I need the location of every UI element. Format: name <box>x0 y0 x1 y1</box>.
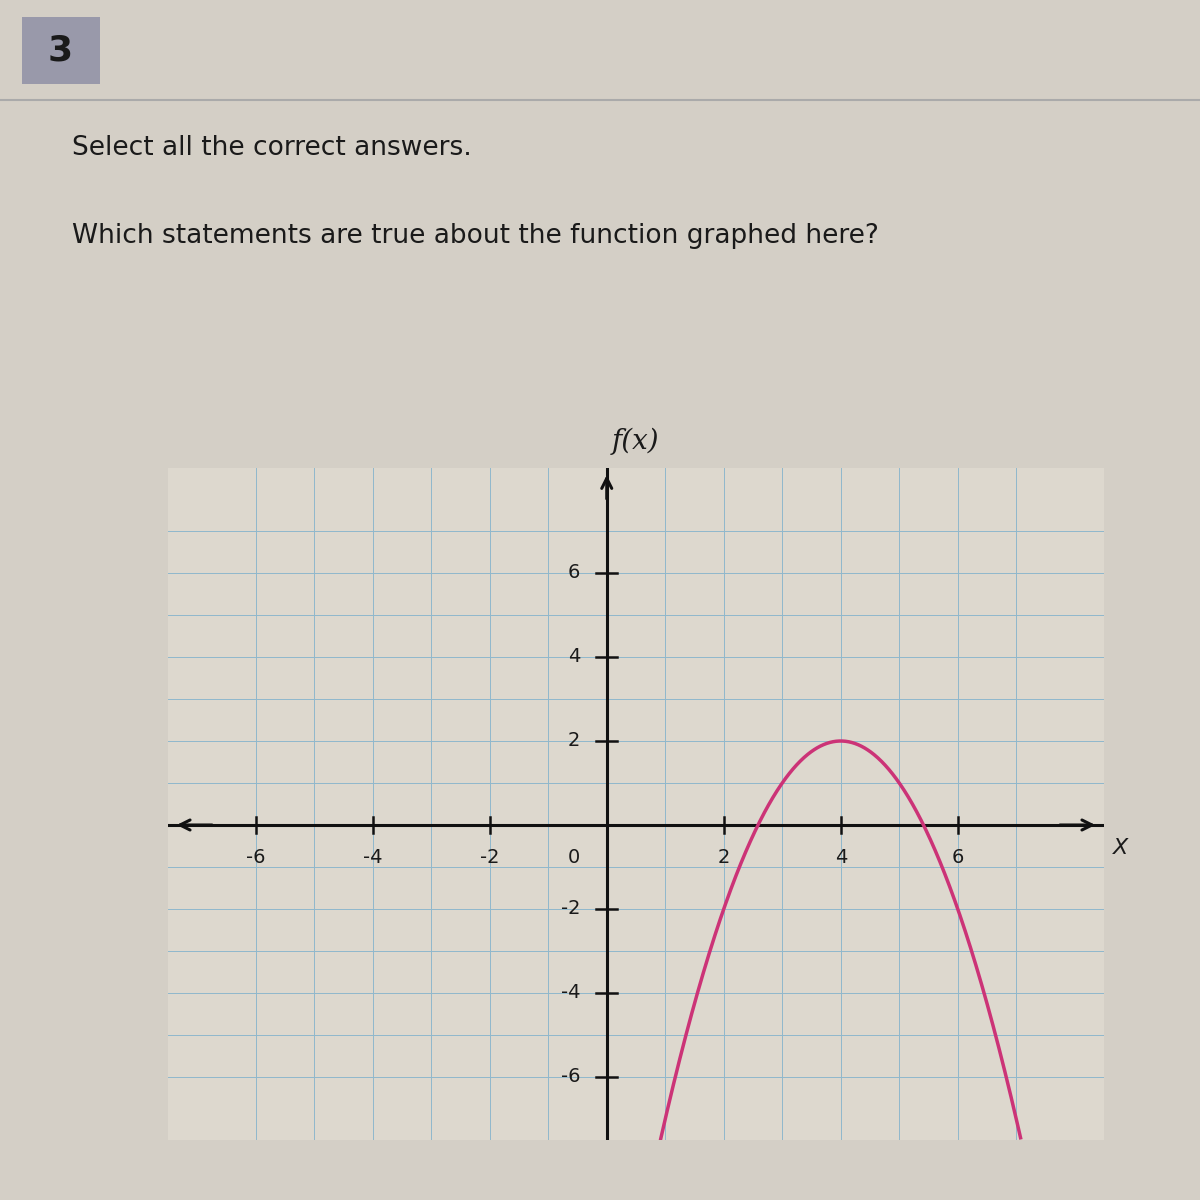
FancyBboxPatch shape <box>22 17 100 84</box>
Text: Select all the correct answers.: Select all the correct answers. <box>72 134 472 161</box>
Text: 3: 3 <box>48 34 73 67</box>
Text: -6: -6 <box>246 848 265 868</box>
Text: Which statements are true about the function graphed here?: Which statements are true about the func… <box>72 223 878 248</box>
Text: 0: 0 <box>568 848 581 868</box>
Text: 6: 6 <box>952 848 964 868</box>
Text: -4: -4 <box>364 848 383 868</box>
Text: 6: 6 <box>568 564 581 582</box>
Text: 4: 4 <box>568 648 581 666</box>
Text: X: X <box>1112 838 1128 858</box>
Text: f(x): f(x) <box>612 428 660 455</box>
Text: -2: -2 <box>480 848 499 868</box>
Text: -6: -6 <box>560 1068 581 1086</box>
Text: 4: 4 <box>834 848 847 868</box>
Text: 2: 2 <box>568 732 581 750</box>
Text: -2: -2 <box>560 900 581 918</box>
Text: 2: 2 <box>718 848 730 868</box>
Text: -4: -4 <box>560 984 581 1002</box>
